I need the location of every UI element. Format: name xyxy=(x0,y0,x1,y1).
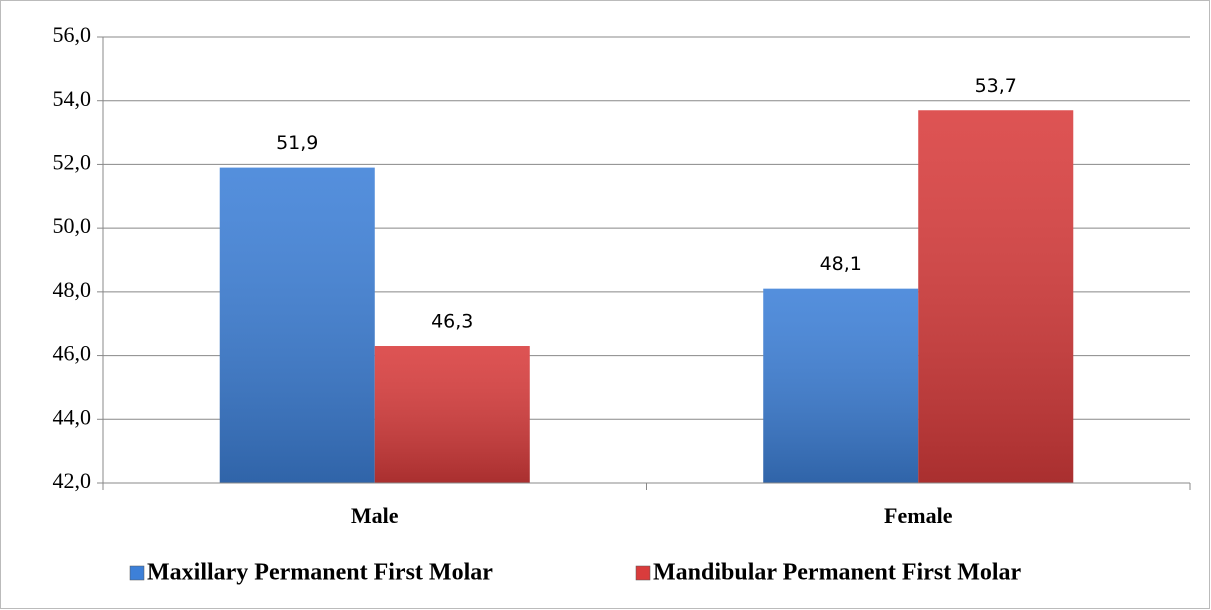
y-tick-label: 56,0 xyxy=(53,22,92,47)
x-tick-label: Female xyxy=(884,503,953,528)
y-tick-label: 42,0 xyxy=(53,468,92,493)
data-label: 48,1 xyxy=(820,253,862,275)
y-tick-label: 50,0 xyxy=(53,213,92,238)
data-label: 53,7 xyxy=(975,75,1017,97)
bar-shade xyxy=(374,346,530,483)
legend-label: Mandibular Permanent First Molar xyxy=(653,560,1022,586)
y-tick-label: 44,0 xyxy=(53,404,92,429)
bar-shade xyxy=(763,288,919,483)
data-label: 46,3 xyxy=(431,311,473,333)
y-tick-label: 46,0 xyxy=(53,341,92,366)
legend-label: Maxillary Permanent First Molar xyxy=(147,560,493,586)
y-tick-label: 48,0 xyxy=(53,277,92,302)
legend-swatch xyxy=(129,565,145,581)
bar-shade xyxy=(219,167,375,483)
data-label: 51,9 xyxy=(276,132,318,154)
legend-swatch xyxy=(635,565,651,581)
y-tick-label: 52,0 xyxy=(53,149,92,174)
x-tick-label: Male xyxy=(351,503,399,528)
y-tick-label: 54,0 xyxy=(53,86,92,111)
bar-shade xyxy=(918,110,1074,484)
